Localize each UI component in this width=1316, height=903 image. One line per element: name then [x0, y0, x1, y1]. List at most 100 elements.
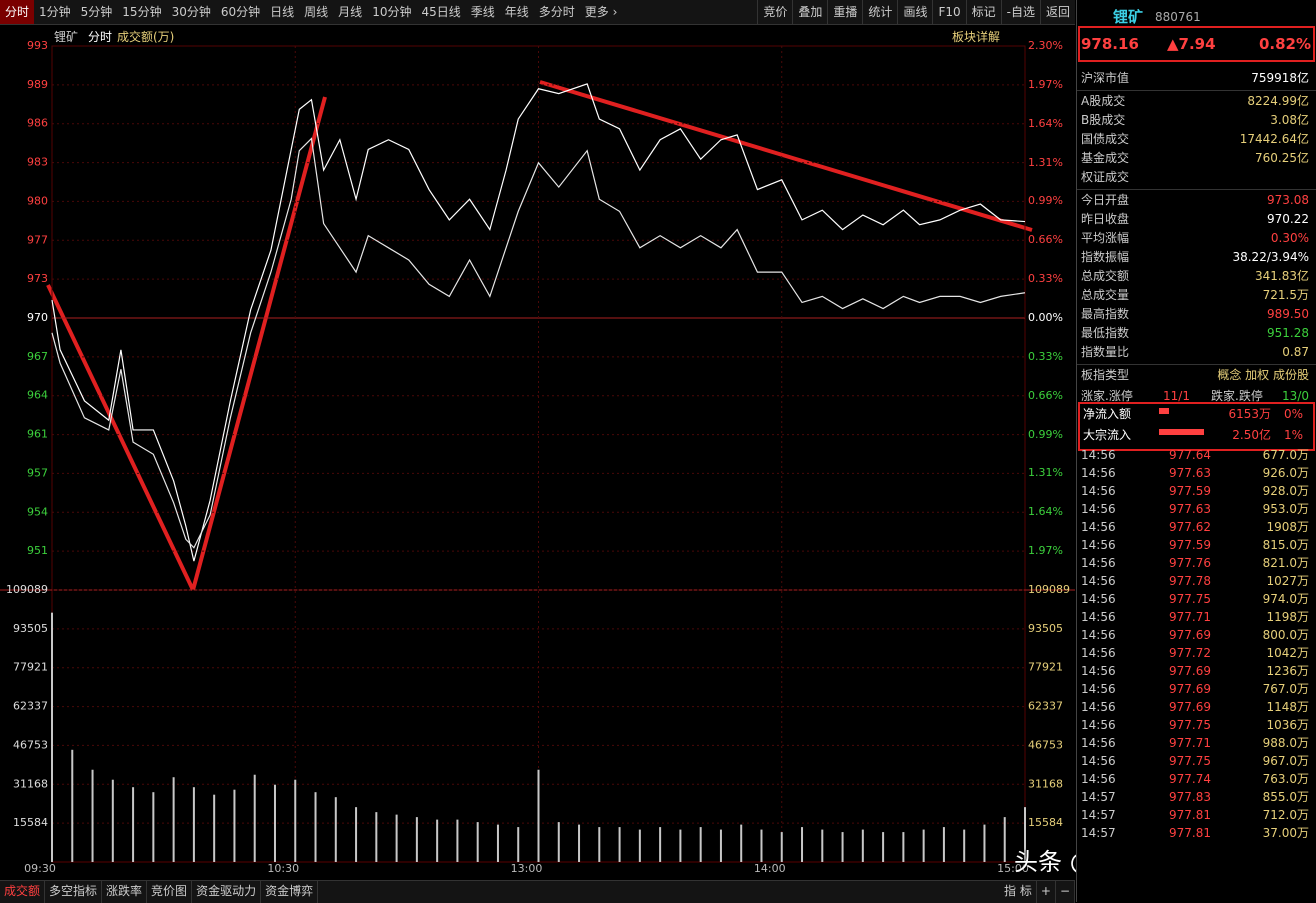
trade-volume: 1027万 [1266, 574, 1309, 588]
period-tab[interactable]: 15分钟 [122, 5, 162, 19]
trade-price: 977.69 [1169, 628, 1211, 642]
indicator-tab[interactable]: 资金驱动力 [192, 881, 262, 903]
trade-volume: 1148万 [1266, 700, 1309, 714]
trade-time: 14:56 [1081, 754, 1116, 768]
trade-row: 14:56 977.69 1148万 [1081, 698, 1309, 716]
trade-volume: 1908万 [1266, 520, 1309, 534]
stat-value: 951.28 [1267, 326, 1309, 340]
trade-time: 14:56 [1081, 520, 1116, 534]
stat-label: 最高指数 [1081, 307, 1130, 321]
indicator-tab[interactable]: 涨跌率 [102, 881, 148, 903]
tool-button[interactable]: 重播 [827, 0, 862, 24]
flow-label: 净流入额 [1083, 407, 1132, 421]
tool-button[interactable]: 竞价 [757, 0, 792, 24]
indicator-tab[interactable]: 资金博弈 [261, 881, 319, 903]
period-tab[interactable]: 月线 [338, 5, 363, 19]
trade-row: 14:56 977.69 767.0万 [1081, 680, 1309, 698]
tool-button[interactable]: -自选 [1000, 0, 1040, 24]
trade-price: 977.75 [1169, 592, 1211, 606]
period-tab[interactable]: 60分钟 [220, 5, 261, 19]
tool-button[interactable]: 画线 [897, 0, 932, 24]
period-tab[interactable]: 年线 [504, 5, 529, 19]
volume-bar [334, 797, 337, 862]
y2-tick-label: 1.64% [1028, 505, 1063, 518]
volume-bar [1024, 807, 1026, 862]
trade-row: 14:56 977.72 1042万 [1081, 644, 1309, 662]
trade-time: 14:56 [1081, 538, 1116, 552]
period-tab[interactable]: 更多 › [584, 5, 618, 19]
trade-row: 14:56 977.75 1036万 [1081, 716, 1309, 734]
y-tick-label: 961 [27, 428, 48, 441]
y-tick-label: 970 [27, 311, 48, 324]
trade-price: 977.59 [1169, 484, 1211, 498]
trade-price: 977.81 [1169, 808, 1211, 822]
volume-bar [963, 829, 966, 862]
y-tick-label: 77921 [1028, 661, 1063, 674]
up-label: 涨家.涨停 [1081, 389, 1133, 403]
type-value[interactable]: 概念 加权 成份股 [1217, 368, 1309, 382]
volume-bar [578, 824, 581, 862]
trade-volume: 926.0万 [1262, 466, 1309, 480]
quote-price: 978.16 [1081, 35, 1139, 53]
period-tab[interactable]: 1分钟 [39, 5, 71, 19]
volume-bar [537, 769, 540, 862]
period-tab[interactable]: 30分钟 [171, 5, 211, 19]
down-value: 13/0 [1282, 389, 1309, 403]
period-tab[interactable]: 5分钟 [80, 5, 113, 19]
trade-time: 14:56 [1081, 556, 1116, 570]
tool-button[interactable]: F10 [932, 0, 965, 24]
y2-tick-label: 0.66% [1028, 389, 1063, 402]
trade-row: 14:57 977.81 37.00万 [1081, 824, 1309, 842]
trade-row: 14:56 977.76 821.0万 [1081, 554, 1309, 572]
tool-button[interactable]: 统计 [862, 0, 897, 24]
trade-time: 14:56 [1081, 502, 1116, 516]
stat-value: 341.83亿 [1255, 269, 1309, 283]
stat-row: 沪深市值 759918亿 [1081, 69, 1309, 87]
period-tab[interactable]: 45日线 [421, 5, 461, 19]
trade-volume: 800.0万 [1262, 628, 1309, 642]
indicator-tab[interactable]: 成交额 [0, 881, 46, 903]
bottom-button[interactable]: − [1056, 881, 1075, 903]
period-tab[interactable]: 10分钟 [372, 5, 412, 19]
bottom-buttons: 指 标 + − [1000, 881, 1075, 903]
period-tab[interactable]: 季线 [470, 5, 495, 19]
period-tab[interactable]: 分时 [0, 0, 35, 24]
y2-tick-label: 0.99% [1028, 428, 1063, 441]
x-tick-label: 13:00 [511, 862, 543, 875]
stat-row: A股成交 8224.99亿 [1081, 92, 1309, 110]
trade-row: 14:56 977.78 1027万 [1081, 572, 1309, 590]
price-line [51, 137, 1026, 549]
x-tick-label: 14:00 [754, 862, 786, 875]
volume-bar [172, 777, 175, 862]
trade-row: 14:56 977.75 974.0万 [1081, 590, 1309, 608]
bottom-button[interactable]: + [1037, 881, 1056, 903]
period-tab[interactable]: 日线 [270, 5, 295, 19]
indicator-tab[interactable]: 竞价图 [147, 881, 193, 903]
period-tab[interactable]: 多分时 [538, 5, 575, 19]
trade-volume: 928.0万 [1262, 484, 1309, 498]
trade-time: 14:56 [1081, 448, 1116, 462]
trade-price: 977.69 [1169, 664, 1211, 678]
panel-code: 880761 [1155, 10, 1201, 24]
bottom-button[interactable]: 指 标 [1000, 881, 1037, 903]
stat-value: 38.22/3.94% [1232, 250, 1309, 264]
y-tick-label: 989 [27, 78, 48, 91]
indicator-tab[interactable]: 多空指标 [45, 881, 103, 903]
period-tab[interactable]: 周线 [304, 5, 329, 19]
trade-price: 977.69 [1169, 700, 1211, 714]
stat-row: 总成交额 341.83亿 [1081, 267, 1309, 285]
y-tick-label: 983 [27, 156, 48, 169]
tool-button[interactable]: 标记 [965, 0, 1001, 24]
trade-row: 14:56 977.59 928.0万 [1081, 482, 1309, 500]
tool-button[interactable]: 返回 [1039, 0, 1075, 24]
y-tick-label: 46753 [13, 738, 48, 751]
y-tick-label: 62337 [1028, 700, 1063, 713]
trade-row: 14:56 977.71 988.0万 [1081, 734, 1309, 752]
volume-bar [1003, 817, 1006, 862]
detail-button[interactable]: 板块详解 [952, 30, 1001, 44]
flow-amount: 6153万 [1228, 407, 1271, 421]
y2-tick-label: 0.33% [1028, 272, 1063, 285]
stat-value: 17442.64亿 [1239, 132, 1309, 146]
tool-button[interactable]: 叠加 [792, 0, 827, 24]
